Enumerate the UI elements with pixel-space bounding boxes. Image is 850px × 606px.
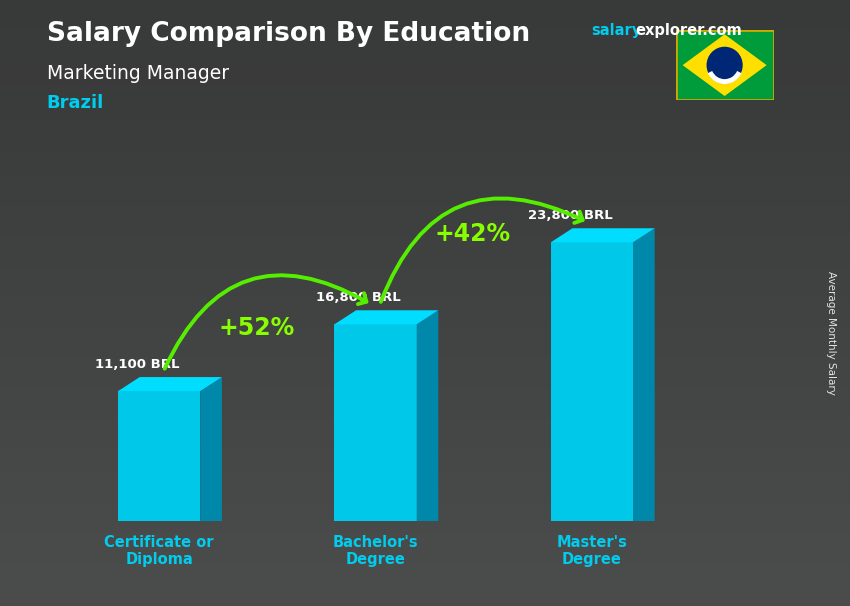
Text: 23,800 BRL: 23,800 BRL — [528, 210, 613, 222]
Text: Average Monthly Salary: Average Monthly Salary — [826, 271, 836, 395]
Text: salary: salary — [591, 23, 641, 38]
Polygon shape — [633, 228, 654, 521]
Polygon shape — [334, 324, 416, 521]
Circle shape — [706, 47, 743, 84]
Polygon shape — [334, 310, 439, 324]
Polygon shape — [118, 391, 201, 521]
Polygon shape — [118, 377, 222, 391]
Polygon shape — [683, 35, 767, 96]
Text: Salary Comparison By Education: Salary Comparison By Education — [47, 21, 530, 47]
Polygon shape — [551, 228, 655, 242]
Text: +42%: +42% — [435, 222, 511, 246]
Text: Marketing Manager: Marketing Manager — [47, 64, 229, 82]
Text: 16,800 BRL: 16,800 BRL — [316, 291, 400, 304]
Text: Brazil: Brazil — [47, 94, 104, 112]
Text: +52%: +52% — [218, 316, 295, 340]
Polygon shape — [551, 242, 633, 521]
Polygon shape — [201, 377, 222, 521]
Text: 11,100 BRL: 11,100 BRL — [95, 358, 180, 371]
Text: explorer.com: explorer.com — [636, 23, 743, 38]
Polygon shape — [416, 310, 439, 521]
